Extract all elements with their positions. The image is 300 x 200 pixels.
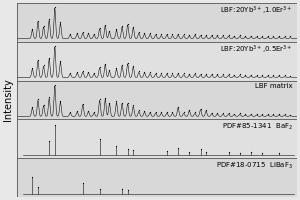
Bar: [17, 119, 297, 158]
Bar: [17, 42, 297, 81]
Text: LBF matrix: LBF matrix: [255, 83, 293, 89]
Text: PDF#18-0715  LiBaF$_3$: PDF#18-0715 LiBaF$_3$: [216, 161, 293, 171]
Bar: [17, 3, 297, 42]
Bar: [17, 81, 297, 119]
Text: PDF#85-1341  BaF$_2$: PDF#85-1341 BaF$_2$: [222, 122, 293, 132]
Y-axis label: Intensity: Intensity: [3, 79, 13, 121]
Bar: [17, 158, 297, 197]
Text: LBF:20Yb$^{3+}$,0.5Er$^{3+}$: LBF:20Yb$^{3+}$,0.5Er$^{3+}$: [220, 44, 293, 56]
Text: LBF:20Yb$^{3+}$,1.0Er$^{3+}$: LBF:20Yb$^{3+}$,1.0Er$^{3+}$: [220, 5, 293, 17]
